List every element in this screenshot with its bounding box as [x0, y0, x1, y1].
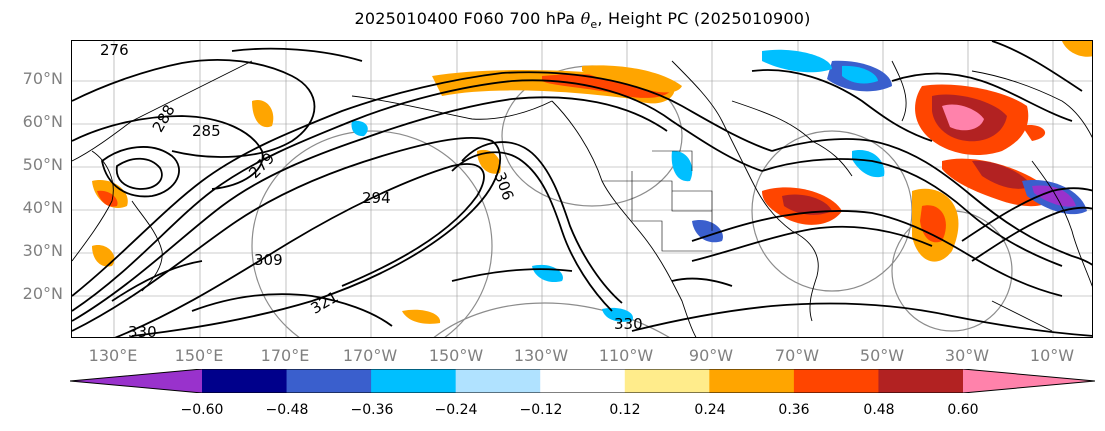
contour-label: 276	[100, 41, 129, 59]
colorbar-segment	[455, 369, 541, 393]
lat-label-40n: 40°N	[22, 198, 63, 217]
lat-label-50n: 50°N	[22, 155, 63, 174]
anomaly-shading	[92, 41, 1092, 324]
colorbar-tick-label: 0.36	[778, 402, 810, 418]
lon-label-10w: 10°W	[1029, 346, 1075, 365]
colorbar-tick-label: −0.60	[180, 402, 224, 418]
lon-label-30w: 30°W	[944, 346, 990, 365]
lon-label-90w: 90°W	[688, 346, 734, 365]
colorbar-tick-label: −0.36	[350, 402, 394, 418]
lat-label-70n: 70°N	[22, 69, 63, 88]
lat-label-20n: 20°N	[22, 284, 63, 303]
colorbar-segment	[371, 369, 457, 393]
lon-label-50w: 50°W	[859, 346, 905, 365]
colorbar-segment	[793, 369, 880, 393]
lon-label-150e: 150°E	[174, 346, 224, 365]
contour-label: 309	[254, 251, 283, 269]
theta-e-contours	[72, 41, 1092, 337]
colorbar-extend-min	[70, 369, 202, 393]
colorbar-segment	[709, 369, 795, 393]
lon-label-70w: 70°W	[774, 346, 820, 365]
colorbar-segment	[878, 369, 964, 393]
map-title: 2025010400 F060 700 hPa θe, Height PC (2…	[0, 9, 1105, 31]
colorbar	[70, 369, 1095, 393]
colorbar-tick-label: 0.12	[609, 402, 641, 418]
theta-subscript: e	[590, 18, 598, 32]
contour-label: 294	[362, 189, 391, 207]
map-panel: 276 288 285 279 294 306 309 321 330 330	[71, 40, 1093, 338]
map-canvas: 276 288 285 279 294 306 309 321 330 330	[72, 41, 1092, 338]
theta-symbol: θ	[580, 9, 591, 28]
title-prefix: 2025010400 F060 700 hPa	[354, 9, 581, 28]
colorbar-segment	[624, 369, 710, 393]
political-borders	[602, 150, 713, 252]
lon-label-110w: 110°W	[598, 346, 654, 365]
contour-label: 306	[491, 170, 518, 203]
colorbar-tick-label: 0.48	[863, 402, 895, 418]
colorbar-segment	[286, 369, 372, 393]
contour-label: 330	[128, 323, 157, 338]
lon-label-130w: 130°W	[513, 346, 569, 365]
coastlines	[72, 60, 1092, 337]
lon-label-170w: 170°W	[342, 346, 398, 365]
lon-label-130e: 130°E	[88, 346, 138, 365]
lon-label-150w: 150°W	[428, 346, 484, 365]
colorbar-segment	[540, 369, 626, 393]
colorbar-segments	[70, 369, 1095, 393]
colorbar-extend-max	[963, 369, 1095, 393]
contour-label: 330	[614, 315, 643, 333]
colorbar-tick-label: −0.12	[519, 402, 563, 418]
colorbar-tick-label: −0.48	[265, 402, 309, 418]
colorbar-tick-label: 0.60	[947, 402, 979, 418]
lon-label-170e: 170°E	[260, 346, 310, 365]
lat-label-30n: 30°N	[22, 241, 63, 260]
lat-label-60n: 60°N	[22, 112, 63, 131]
contour-label: 285	[192, 122, 221, 140]
title-suffix: , Height PC (2025010900)	[597, 9, 811, 28]
colorbar-segment	[202, 369, 288, 393]
colorbar-tick-label: −0.24	[434, 402, 478, 418]
colorbar-tick-label: 0.24	[694, 402, 726, 418]
contour-label: 288	[149, 102, 179, 136]
